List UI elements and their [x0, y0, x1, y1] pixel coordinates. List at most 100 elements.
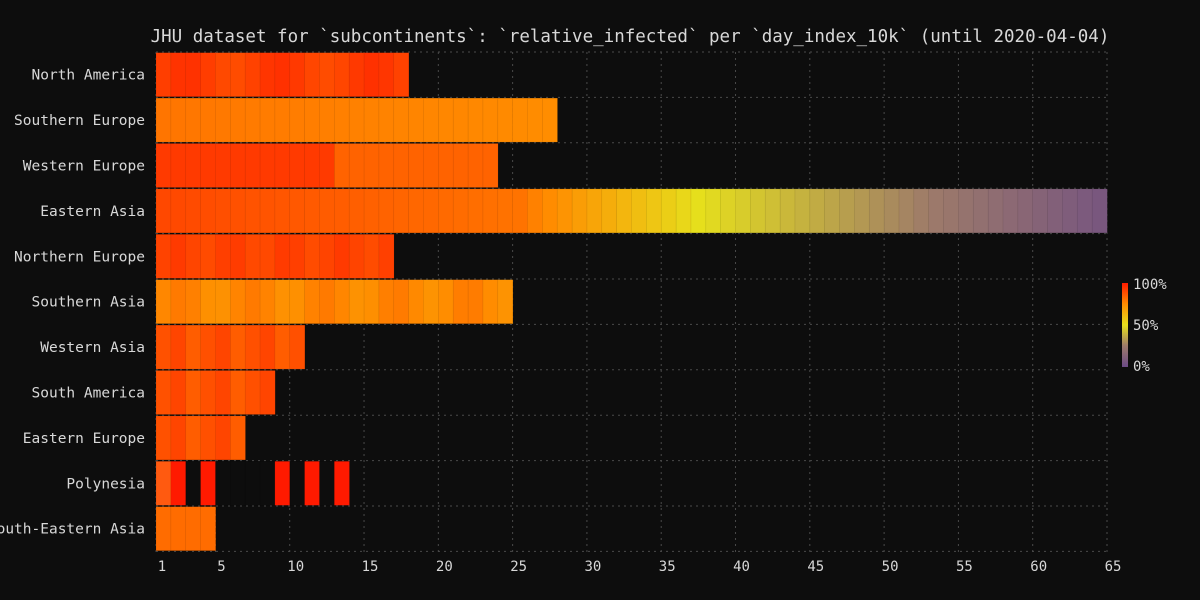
heatmap-cell: [512, 188, 529, 234]
heatmap-cell: [393, 143, 410, 188]
x-axis-tick-label: 50: [882, 559, 899, 575]
heatmap-cell: [482, 97, 499, 143]
heatmap-cell: [334, 52, 350, 98]
heatmap-cell: [378, 97, 395, 143]
heatmap-cell: [170, 143, 187, 188]
heatmap-cell: [200, 143, 217, 188]
heatmap-cell: [230, 52, 246, 98]
heatmap-cell: [378, 52, 395, 98]
heatmap-cell: [244, 188, 261, 234]
heatmap-cell: [1076, 188, 1093, 234]
heatmap-cell: [690, 188, 707, 234]
heatmap-cell: [378, 143, 395, 188]
heatmap-cell: [200, 234, 217, 279]
heatmap-cell: [304, 234, 321, 279]
y-axis-label: South-Eastern Asia: [0, 522, 145, 538]
heatmap-cell: [215, 97, 231, 143]
heatmap-cell: [230, 370, 246, 415]
chart-title: JHU dataset for `subcontinents`: `relati…: [151, 27, 1110, 47]
heatmap-cell: [1047, 188, 1064, 234]
heatmap-cell: [274, 279, 291, 325]
heatmap-cell: [200, 324, 217, 370]
heatmap-cell: [348, 97, 365, 143]
heatmap-cell: [304, 97, 321, 143]
heatmap-cell: [348, 52, 365, 98]
heatmap-cell: [319, 52, 335, 98]
y-axis-label: Southern Asia: [32, 295, 146, 311]
heatmap-cell: [319, 97, 335, 143]
heatmap-cell: [259, 97, 276, 143]
heatmap-cell: [972, 188, 989, 234]
heatmap-cell: [675, 188, 692, 234]
heatmap-cell: [170, 52, 187, 98]
heatmap-cell: [824, 188, 841, 234]
heatmap-cell: [170, 279, 187, 325]
heatmap-cell: [200, 506, 217, 552]
heatmap-cell: [200, 460, 217, 506]
heatmap-cell: [556, 188, 573, 234]
heatmap-cell: [185, 234, 202, 279]
heatmap-cell: [958, 188, 974, 234]
heatmap-cell: [230, 188, 246, 234]
heatmap-cell: [200, 279, 217, 325]
heatmap-cell: [913, 188, 930, 234]
heatmap-cell: [259, 460, 276, 506]
heatmap-cell: [378, 279, 395, 325]
x-axis-tick-label: 55: [956, 559, 973, 575]
heatmap-cell: [363, 234, 380, 279]
heatmap-cell: [170, 506, 187, 552]
y-axis-label: Polynesia: [66, 476, 145, 492]
heatmap-cell: [334, 234, 350, 279]
heatmap-cell: [274, 97, 291, 143]
heatmap-cell: [779, 188, 796, 234]
heatmap-cell: [571, 188, 588, 234]
heatmap-cell: [764, 188, 781, 234]
heatmap-cell: [230, 324, 246, 370]
heatmap-cell: [467, 188, 484, 234]
heatmap-cell: [438, 279, 454, 325]
heatmap-cell: [289, 52, 306, 98]
heatmap-cell: [393, 188, 410, 234]
heatmap-cell: [185, 143, 202, 188]
heatmap-cell: [839, 188, 855, 234]
heatmap-cell: [482, 279, 499, 325]
heatmap-cell: [363, 52, 380, 98]
heatmap-cell: [319, 188, 335, 234]
heatmap-cell: [170, 370, 187, 415]
heatmap-cell: [289, 188, 306, 234]
heatmap-cell: [289, 279, 306, 325]
heatmap-cell: [408, 188, 425, 234]
grid: [155, 51, 1108, 552]
heatmap-cell: [289, 324, 306, 370]
heatmap-cell: [155, 143, 172, 188]
y-axis-label: North America: [32, 68, 146, 84]
x-axis-tick-label: 45: [807, 559, 824, 575]
heatmap-cell: [304, 188, 321, 234]
heatmap-cell: [304, 279, 321, 325]
heatmap-cell: [482, 143, 499, 188]
heatmap-cell: [438, 97, 454, 143]
heatmap-cell: [274, 460, 291, 506]
heatmap-cell: [393, 52, 410, 98]
heatmap-cell: [408, 143, 425, 188]
heatmap-cell: [319, 279, 335, 325]
x-axis-tick-label: 1: [158, 559, 166, 575]
heatmap-cell: [170, 97, 187, 143]
heatmap-cell: [809, 188, 826, 234]
heatmap-cell: [319, 460, 335, 506]
heatmap-cell: [274, 143, 291, 188]
heatmap-cell: [244, 97, 261, 143]
heatmap-cell: [155, 506, 172, 552]
heatmap-cell: [646, 188, 662, 234]
heatmap-cell: [274, 188, 291, 234]
heatmap-cell: [244, 52, 261, 98]
heatmap-cell: [423, 279, 439, 325]
heatmap-cell: [230, 97, 246, 143]
heatmap-cell: [334, 460, 350, 506]
heatmap-cell: [482, 188, 499, 234]
heatmap-cell: [438, 143, 454, 188]
heatmap-cell: [215, 234, 231, 279]
heatmap-cell: [1091, 188, 1108, 234]
y-axis-label: Southern Europe: [14, 113, 145, 129]
